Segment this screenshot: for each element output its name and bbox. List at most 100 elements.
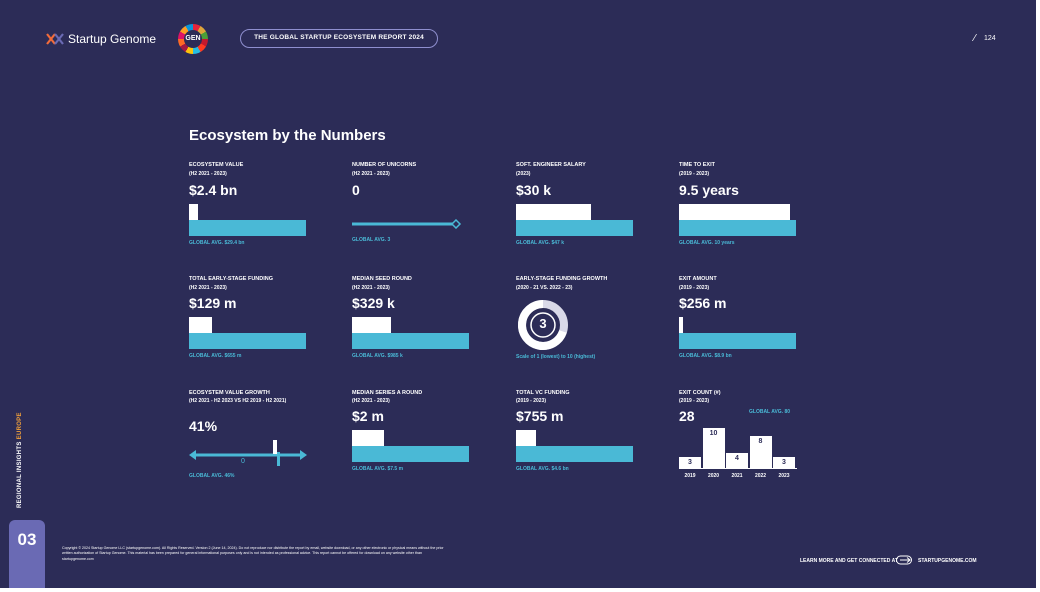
exit-count-bar-label: 8: [758, 438, 763, 445]
funding-growth-scale: Scale of 1 (lowest) to 10 (highest): [516, 354, 596, 360]
series-a-bar: [352, 430, 384, 446]
exit-count-year-label: 2019: [684, 473, 696, 479]
exit-count-bar-2021: 4: [726, 453, 748, 469]
ecosystem-value-bar: [189, 204, 198, 220]
funding-growth-gauge: [518, 300, 568, 350]
value-growth-line: [189, 440, 307, 466]
series-a-global-avg: GLOBAL AVG. $7.5 m: [352, 466, 404, 472]
exit-amount-global-avg: GLOBAL AVG. $8.9 bn: [679, 353, 732, 359]
seed-round-label: MEDIAN SEED ROUND: [352, 276, 412, 282]
value-growth-axis-zero: 0: [241, 458, 245, 465]
funding-growth-period: (2020 - 21 VS. 2022 - 23): [516, 285, 573, 291]
value-growth-value: 41%: [189, 418, 218, 434]
brand-name: Startup Genome: [68, 32, 157, 46]
unicorns-value: 0: [352, 182, 360, 198]
sidebar-region: EUROPE: [17, 412, 23, 440]
seed-round-value: $329 k: [352, 295, 395, 311]
unicorns-line: [352, 219, 462, 229]
page-number: 124: [984, 35, 996, 42]
vc-funding-label: TOTAL VC FUNDING: [516, 390, 570, 396]
exit-amount-global-bar: [679, 333, 796, 349]
exit-count-years: 2019 2020 2021 2022 2023: [679, 473, 797, 481]
seed-round-global-avg: GLOBAL AVG. $985 k: [352, 353, 403, 359]
copyright-notice: Copyright © 2024 Startup Genome LLC (sta…: [62, 546, 444, 561]
seed-round-global-bar: [352, 333, 469, 349]
early-funding-global-bar: [189, 333, 306, 349]
early-funding-value: $129 m: [189, 295, 237, 311]
exit-count-year-label: 2022: [754, 473, 767, 479]
chapter-tab: 03: [9, 520, 45, 588]
time-to-exit-period: (2019 - 2023): [679, 171, 710, 177]
early-funding-global-avg: GLOBAL AVG. $655 m: [189, 353, 242, 359]
unicorns-global-avg: GLOBAL AVG. 3: [352, 237, 391, 243]
engineer-salary-value: $30 k: [516, 182, 552, 198]
time-to-exit-label: TIME TO EXIT: [679, 162, 715, 168]
value-growth-label: ECOSYSTEM VALUE GROWTH: [189, 390, 270, 396]
exit-amount-label: EXIT AMOUNT: [679, 276, 717, 282]
footer-cta: LEARN MORE AND GET CONNECTED AT: [800, 558, 898, 564]
exit-count-bar-label: 10: [709, 430, 718, 437]
early-funding-period: (H2 2021 - 2023): [189, 285, 227, 291]
exit-count-bar-2023: 3: [773, 457, 795, 469]
exit-count-label: EXIT COUNT (#): [679, 390, 721, 396]
exit-count-bar-2019: 3: [679, 457, 701, 469]
exit-count-period: (2019 - 2023): [679, 398, 710, 404]
early-funding-bar: [189, 317, 212, 333]
time-to-exit-global-avg: GLOBAL AVG. 10 years: [679, 240, 735, 246]
exit-count-global-avg: GLOBAL AVG. 80: [749, 409, 791, 415]
time-to-exit-value: 9.5 years: [679, 182, 739, 198]
vc-funding-period: (2019 - 2023): [516, 398, 547, 404]
unicorns-label: NUMBER OF UNICORNS: [352, 162, 417, 168]
series-a-label: MEDIAN SERIES A ROUND: [352, 390, 423, 396]
series-a-period: (H2 2021 - 2023): [352, 398, 390, 404]
time-to-exit-global-bar: [679, 220, 796, 236]
exit-amount-value: $256 m: [679, 295, 727, 311]
exit-count-bar-2022: 8: [749, 436, 772, 469]
exit-count-year-label: 2021: [731, 473, 743, 479]
exit-amount-bar: [679, 317, 683, 333]
vc-funding-value: $755 m: [516, 408, 564, 424]
engineer-salary-global-bar: [516, 220, 633, 236]
gen-badge: GEN: [178, 24, 208, 54]
chapter-number: 03: [17, 530, 37, 549]
sidebar-section: REGIONAL INSIGHTS EUROPE: [17, 408, 27, 518]
funding-growth-score: 3: [539, 316, 547, 331]
series-a-global-bar: [352, 446, 469, 462]
exit-count-bar-label: 3: [782, 459, 786, 466]
vc-funding-global-bar: [516, 446, 633, 462]
seed-round-period: (H2 2021 - 2023): [352, 285, 390, 291]
ecosystem-value-period: (H2 2021 - 2023): [189, 171, 227, 177]
page-title: Ecosystem by the Numbers: [189, 127, 386, 144]
funding-growth-label: EARLY-STAGE FUNDING GROWTH: [516, 276, 608, 282]
value-growth-period: (H2 2021 - H2 2023 VS H2 2019 - H2 2021): [189, 398, 287, 404]
exit-count-bar-label: 4: [735, 455, 739, 462]
ecosystem-value-label: ECOSYSTEM VALUE: [189, 162, 244, 168]
exit-count-value: 28: [679, 408, 695, 424]
value-growth-global-avg: GLOBAL AVG. 46%: [189, 473, 235, 479]
exit-amount-period: (2019 - 2023): [679, 285, 710, 291]
footer-website-link[interactable]: STARTUPGENOME.COM: [918, 558, 977, 564]
exit-count-year-label: 2023: [778, 473, 790, 479]
gen-badge-label: GEN: [184, 30, 202, 48]
seed-round-bar: [352, 317, 391, 333]
exit-count-chart: 3 10 4 8 3: [679, 426, 797, 469]
engineer-salary-period: (2023): [516, 171, 531, 177]
ecosystem-value: $2.4 bn: [189, 182, 238, 198]
exit-count-bar-label: 3: [688, 459, 692, 466]
engineer-salary-bar: [516, 204, 591, 220]
slash-icon: ⁄: [974, 33, 976, 44]
engineer-salary-global-avg: GLOBAL AVG. $47 k: [516, 240, 564, 246]
unicorns-period: (H2 2021 - 2023): [352, 171, 390, 177]
series-a-value: $2 m: [352, 408, 384, 424]
vc-funding-bar: [516, 430, 536, 446]
vc-funding-global-avg: GLOBAL AVG. $4.6 bn: [516, 466, 569, 472]
arrow-right-icon: [896, 555, 912, 565]
early-funding-label: TOTAL EARLY-STAGE FUNDING: [189, 276, 274, 282]
exit-count-axis: [679, 427, 797, 469]
sidebar-section-label: REGIONAL INSIGHTS: [17, 441, 23, 508]
exit-count-bar-2020: 10: [702, 428, 725, 469]
startup-genome-logo-icon: [46, 33, 64, 45]
time-to-exit-bar: [679, 204, 790, 220]
report-title-pill[interactable]: THE GLOBAL STARTUP ECOSYSTEM REPORT 2024: [240, 29, 438, 48]
